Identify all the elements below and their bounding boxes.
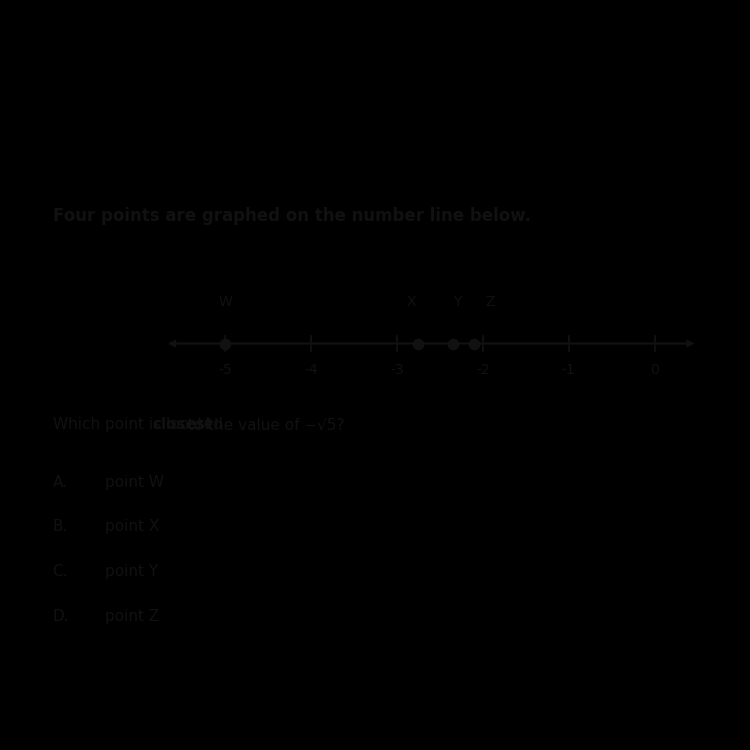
Point xyxy=(468,338,480,350)
Point xyxy=(219,338,231,350)
Text: Y: Y xyxy=(453,296,461,309)
Text: Four points are graphed on the number line below.: Four points are graphed on the number li… xyxy=(53,207,530,225)
Text: A.: A. xyxy=(53,475,68,490)
Text: -1: -1 xyxy=(562,364,575,377)
Text: D.: D. xyxy=(53,609,69,624)
Text: Which point is located: Which point is located xyxy=(53,417,227,432)
Text: to the value of −√5?: to the value of −√5? xyxy=(183,417,344,432)
Text: point W: point W xyxy=(105,475,164,490)
Text: -3: -3 xyxy=(390,364,404,377)
Text: C.: C. xyxy=(53,564,68,579)
Text: point Z: point Z xyxy=(105,609,159,624)
Text: B.: B. xyxy=(53,520,68,534)
Text: closest: closest xyxy=(152,417,213,432)
Text: 0: 0 xyxy=(650,364,659,377)
Point xyxy=(413,338,424,350)
Text: Z: Z xyxy=(485,296,494,309)
Text: W: W xyxy=(218,296,232,309)
Text: -5: -5 xyxy=(218,364,232,377)
Text: -2: -2 xyxy=(476,364,490,377)
Text: point Y: point Y xyxy=(105,564,158,579)
Text: point X: point X xyxy=(105,520,159,534)
Point xyxy=(447,338,459,350)
Text: X: X xyxy=(406,296,416,309)
Text: -4: -4 xyxy=(304,364,318,377)
